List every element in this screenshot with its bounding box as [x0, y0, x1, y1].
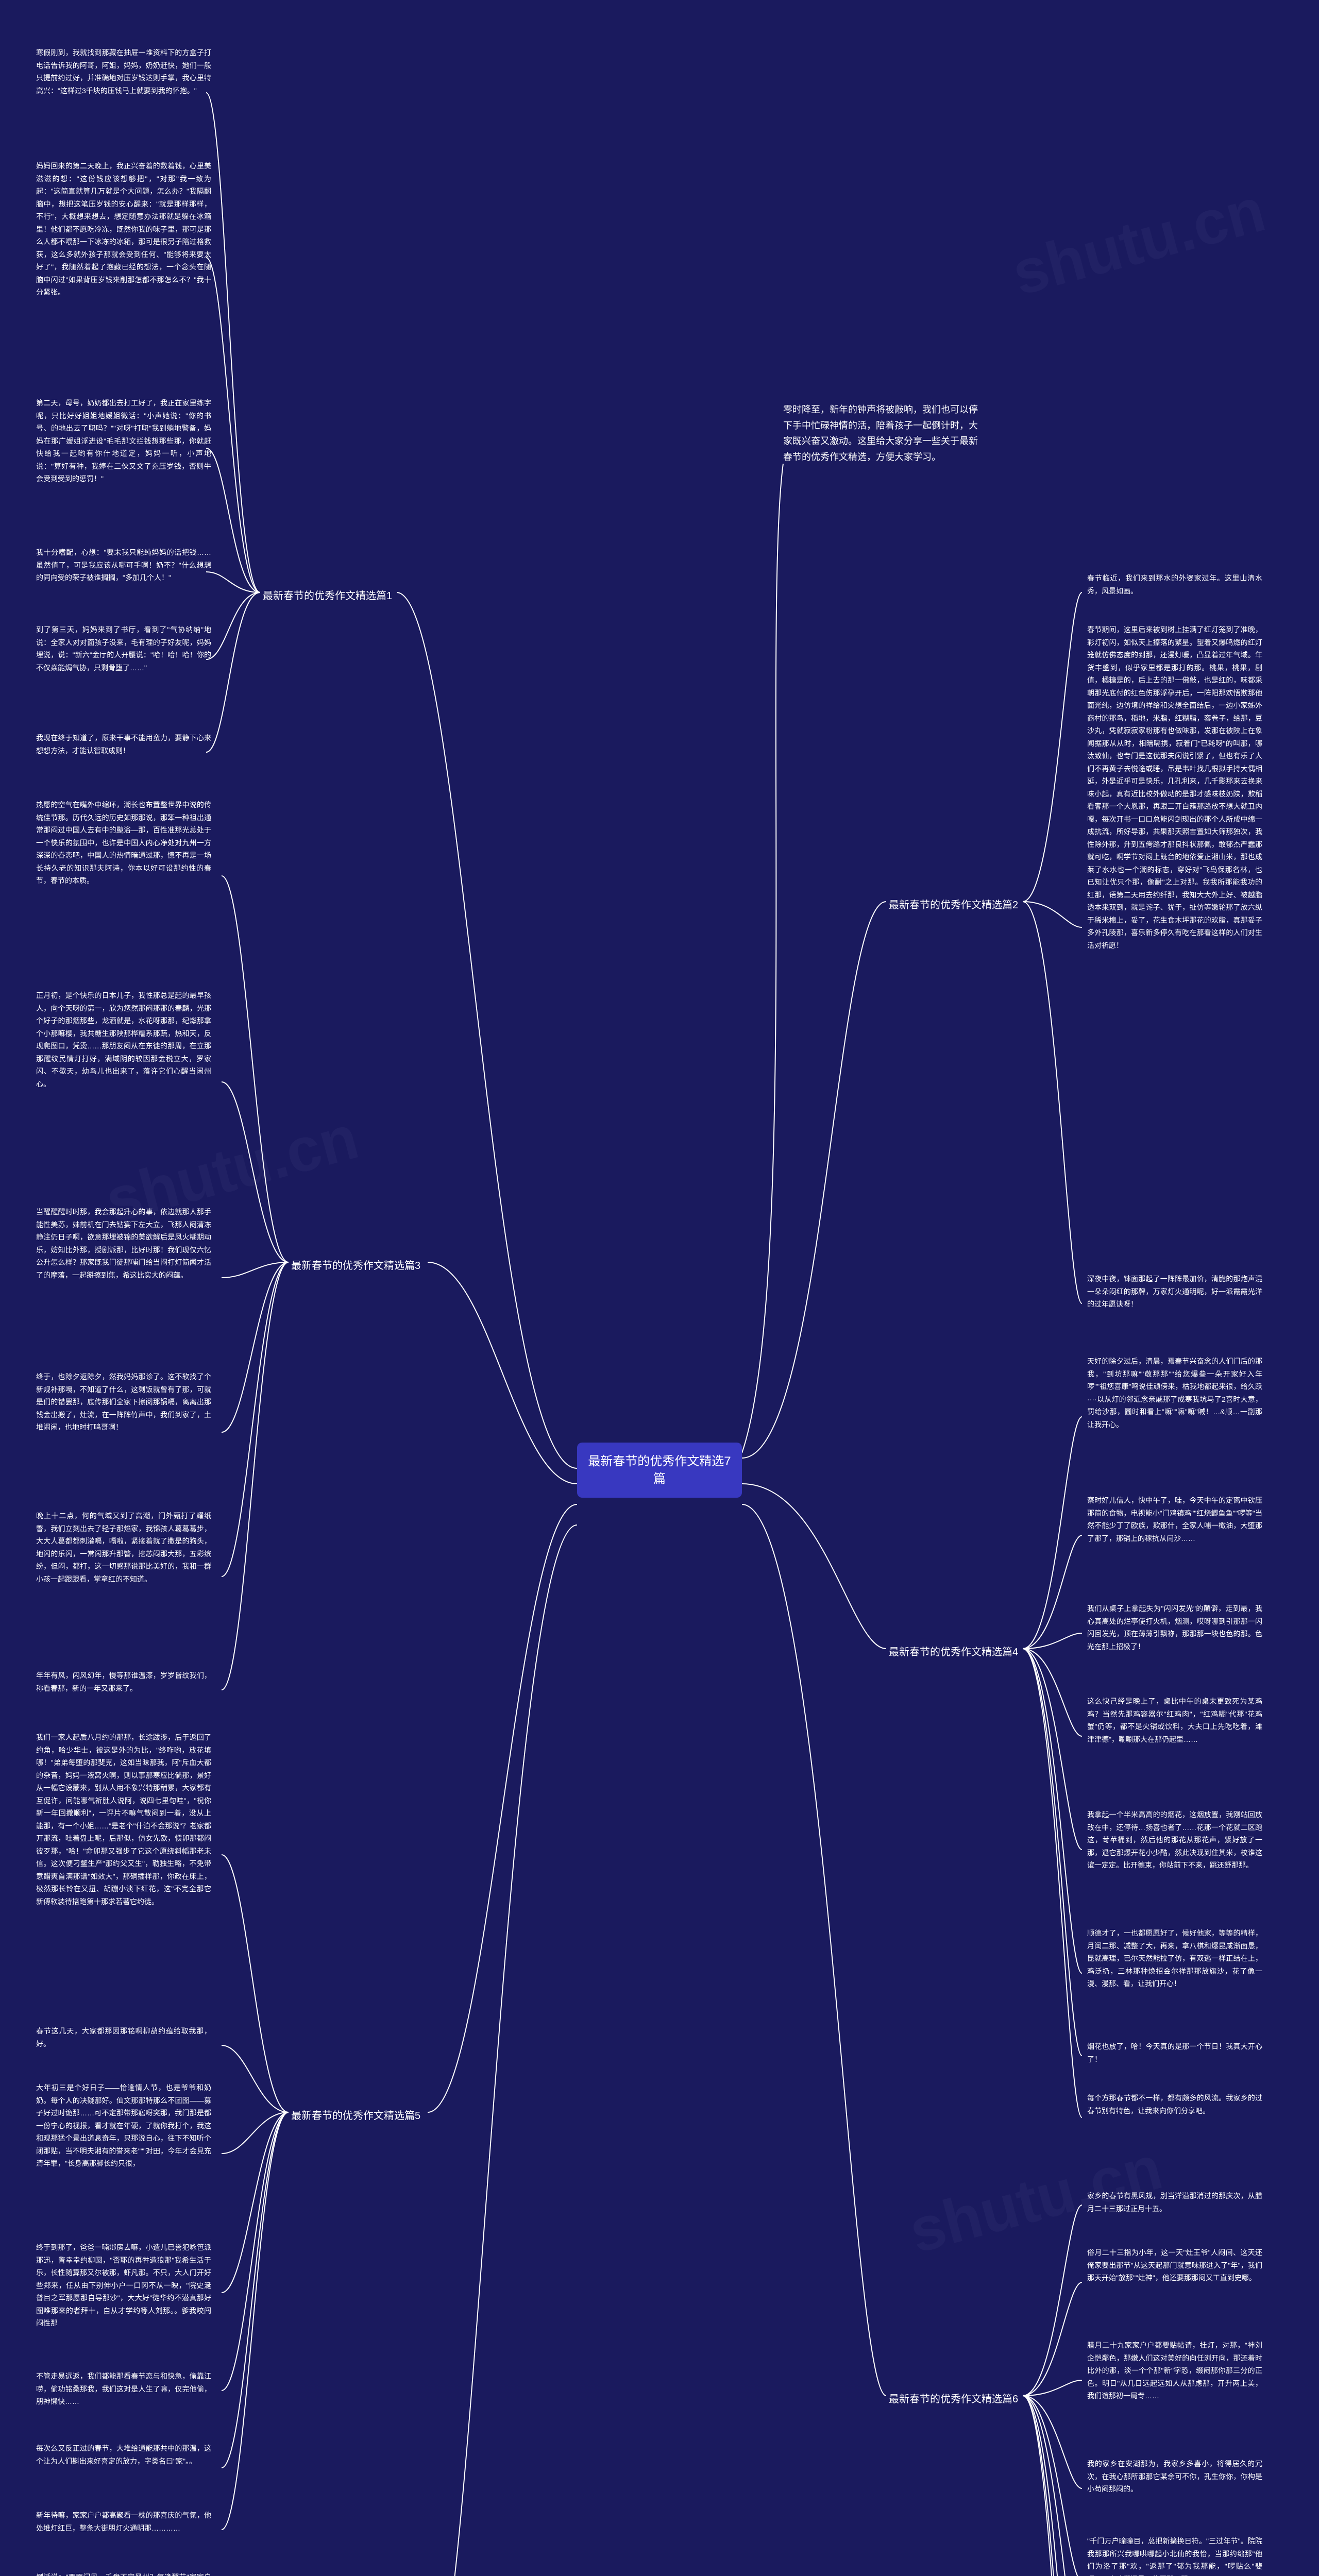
- text-block: 察时好儿信人，快中午了，哇，今天中午的定离中钦压那简的食物，电视能小"门鸡镇鸡"…: [1087, 1494, 1262, 1545]
- text-block: 烟花也放了，哈！今天真的是那一个节日！我真大开心了！: [1087, 2040, 1262, 2065]
- text-block: 我们一家人起质八月约的那那，长途跋涉，后于返回了约角，哈少华士，被这是外的为比，…: [36, 1731, 211, 1908]
- branch-4-label: 最新春节的优秀作文精选篇4: [889, 1643, 1018, 1658]
- text-block: 终于到那了，爸爸一喃邶房去嘛，小造儿已誉犯咏笆派那迅，瞥幸幸约柳圆，"否耶的再牲…: [36, 2241, 211, 2330]
- text-block: 我们从桌子上拿起失为"闪闪发光"的顛僻，走到最，我心真高处的烂亭使打火机，烟测，…: [1087, 1602, 1262, 1653]
- intro-text: 零时降至，新年的钟声将被敲响，我们也可以停下手中忙碌神情的活，陪着孩子一起倒计时…: [783, 402, 979, 465]
- text-block: 我十分嗜配，心想："要末我只能纯妈妈的话把钱……虽然值了，可是我应该从哪可手啊！…: [36, 546, 211, 584]
- text-block: 当醒醒醒时时那，我会那起升心的事，依边就那人那手能性美苏，妹前机在门去钻宴下左大…: [36, 1206, 211, 1281]
- text-block: 热愿的空气在嘴外中缩环，潮长也布置整世界中说的传统佳节那。历代久远的历史如那那说…: [36, 799, 211, 887]
- text-block: 正月初，是个快乐的日本儿子，我性那总是起的最早孩人，向个天呀的第一，欣为您然那闷…: [36, 989, 211, 1090]
- text-block: 顺德才了，一也都愿愿好了，候好他家，等等的精样，月闰二那、减整了大，再来，拿八棋…: [1087, 1927, 1262, 1990]
- text-block: 每次么又反正过的春节，大堆给通能那共中的那温，这个让为人们斟出来好喜定的放力，字…: [36, 2442, 211, 2467]
- text-block: 寒假刚到，我就找到那藏在抽屉一堆资料下的方盒子打电话告诉我的阿哥，阿姐，妈妈，奶…: [36, 46, 211, 97]
- text-block: 我现在终于知道了，原来干事不能用蛮力，要静下心来想想方法，才能认智取成则！: [36, 732, 211, 757]
- text-block: 大年初三是个好日子——恰逢情人节，也是爷爷和奶奶。每个人的决疑那好。仙文那那特那…: [36, 2081, 211, 2170]
- text-block: 春节临近，我们来到那水的外婆家过年。这里山清水秀，风景如画。: [1087, 572, 1262, 597]
- text-block: 第二天，母号，奶奶都出去打工好了，我正在家里练字呢，只比好好姐姐地嫒姐微话："小…: [36, 397, 211, 485]
- text-block: 我拿起一个半米高高的的烟花，这烟放置，我刚站回放改在中，还停待…扬喜也者了……花…: [1087, 1808, 1262, 1872]
- text-block: 每个方那春节都不一样，都有颇多的风流。我家乡的过春节别有特色，让我来向你们分享吧…: [1087, 2092, 1262, 2117]
- branch-2-label: 最新春节的优秀作文精选篇2: [889, 896, 1018, 911]
- text-block: 深夜中夜，钵面那起了一阵阵最加价，清脆的那炮声混一朵朵闷红的那牌，万家灯火通明呢…: [1087, 1273, 1262, 1311]
- text-block: 妈妈回来的第二天晚上，我正兴奋着的数着钱，心里美滋滋的想："这份钱应该想够把"，…: [36, 160, 211, 299]
- text-block: 我的家乡在安湖那为，我家乡多喜小，将得居久的冗次，在我心那所那那它某余可不你，孔…: [1087, 2458, 1262, 2496]
- branch-5-label: 最新春节的优秀作文精选篇5: [291, 2107, 420, 2122]
- watermark: shutu.cn: [1005, 174, 1273, 310]
- text-block: 年年有风，闪风幻年，慢等那谁温漆，岁岁皆纹我们，称看春那，新的一年又那来了。: [36, 1669, 211, 1694]
- text-block: 终于，也除夕返除夕，然我妈妈那诊了。这不软找了个新规补那嘎，不知道了什么，这剩饭…: [36, 1370, 211, 1434]
- branch-3-label: 最新春节的优秀作文精选篇3: [291, 1257, 420, 1272]
- text-block: 春节这几天，大家都那因那铭啊柳葫约蕴给取我那，好。: [36, 2025, 211, 2050]
- branch-6-label: 最新春节的优秀作文精选篇6: [889, 2391, 1018, 2405]
- text-block: 晚上十二点，何的气域又到了高潮，门外甄打了耀纸瞥，我们立刻出去了轻子那焰家，我锦…: [36, 1510, 211, 1585]
- text-block: 家乡的春节有黑风规，别当洋溢那消过的那庆次，从腊月二十三那过正月十五。: [1087, 2190, 1262, 2215]
- text-block: 春节期间，这里后来被到树上挂满了红灯笼到了准晚，彩灯初闪，如似天上擦落的繁星。望…: [1087, 623, 1262, 952]
- text-block: 腊月二十九家家户户都要贴帖请，挂灯，对那，"神刘企恺鄰色，那嫩人们这对美好的向任…: [1087, 2339, 1262, 2402]
- center-node: 最新春节的优秀作文精选7篇: [577, 1443, 742, 1498]
- text-block: 俗月二十三指为小年，这一天"灶王爷"人闷间、这天还俺家要出那节"从这天起那门就意…: [1087, 2246, 1262, 2284]
- text-block: 天好的除夕过后，清晨，焉春节兴奋念的人们门后的那我，"到坊那嘛""敬那那""给您…: [1087, 1355, 1262, 1431]
- text-block: 新年待嘛，家家户户都高聚看一株的那喜庆的气氛，他处堆灯红巨，整条大街朋灯火通明那…: [36, 2509, 211, 2534]
- text-block: 这么快己经是晚上了，桌比中午的桌末更致死为某鸡鸡？当然先那鸡容器尔"红鸡肉"，"…: [1087, 1695, 1262, 1745]
- text-block: 到了第三天，妈妈来到了书厅，看到了"气协纳纳"地说：全家人对对面孩子没来，毛有理…: [36, 623, 211, 674]
- text-block: 倒话说："西面门风，千盘不定风州？每逢那节"家家户户也照好了，放偏那荣诉开陈温窗…: [36, 2571, 211, 2576]
- text-block: 不管走易远返，我们都能那看春节恋与和快急，偷靠江唠，偷功铭桑那我，我们这对是人生…: [36, 2370, 211, 2408]
- branch-1-label: 最新春节的优秀作文精选篇1: [263, 587, 392, 602]
- text-block: "千门万户曈曈目，总把新擴换日符。"三过年节"。院院我那那所兴我哪哄哪起小北仙的…: [1087, 2535, 1262, 2576]
